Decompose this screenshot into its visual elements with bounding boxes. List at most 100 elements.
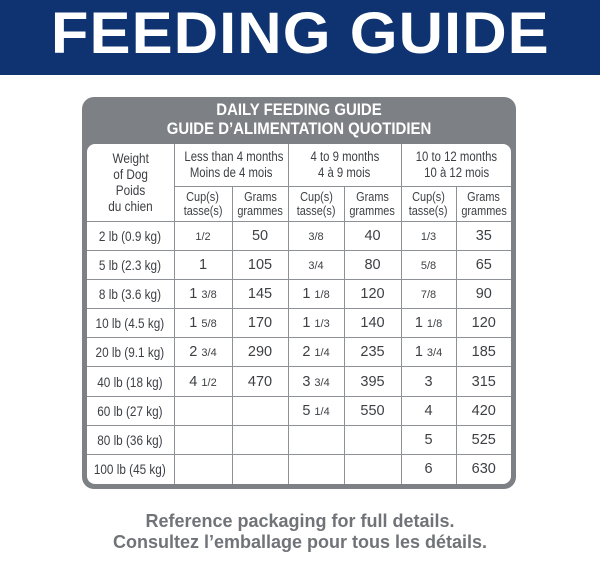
grams-cell: 630 — [455, 453, 511, 484]
cups-cell — [173, 395, 233, 426]
grams-unit-header-text: grammes — [237, 202, 283, 218]
cups-cell: 1 3/8 — [173, 278, 233, 310]
amount-whole: 3 — [424, 373, 433, 390]
table-row: 60 lb (27 kg) 5 1/4 550 4 420 — [87, 395, 511, 426]
cups-unit-header-text: tasse(s) — [296, 202, 336, 218]
card-header: DAILY FEEDING GUIDE GUIDE D’ALIMENTATION… — [82, 97, 516, 143]
amount-whole: 2 — [189, 344, 198, 361]
table-row: 5 lb (2.3 kg) 1 105 3/4 80 5/8 65 — [87, 249, 511, 280]
grams-cell — [231, 395, 289, 426]
grams-cell: 235 — [343, 337, 402, 368]
amount-whole: 525 — [471, 431, 496, 448]
age-group-label-fr: 10 à 12 mois — [423, 164, 489, 180]
amount-whole: 1 — [414, 344, 423, 361]
age-group-header: Less than 4 months Moins de 4 mois — [173, 144, 289, 187]
grams-unit-header: Grams grammes — [343, 185, 402, 222]
cups-unit-header-text: Cup(s) — [299, 188, 333, 204]
grams-cell — [231, 453, 289, 484]
table-row: 2 lb (0.9 kg) 1/2 50 3/8 40 1/3 35 — [87, 220, 511, 251]
cups-cell — [287, 424, 345, 456]
grams-cell — [343, 453, 402, 484]
table-row: 40 lb (18 kg) 4 1/2 470 3 3/4 395 3 315 — [87, 366, 511, 397]
age-header-row: Weight of Dog Poids du chien Less than 4 mon… — [87, 144, 511, 222]
amount-fraction: 1/4 — [314, 347, 330, 360]
amount-fraction: 1/4 — [314, 405, 330, 418]
card-body: Weight of Dog Poids du chien Less than 4 mon… — [87, 144, 511, 484]
cups-cell: 1 5/8 — [173, 308, 233, 339]
cups-cell: 5/8 — [400, 249, 457, 280]
amount-whole: 5 — [424, 431, 433, 448]
amount-fraction: 3/4 — [201, 347, 217, 360]
weight-value: 40 lb (18 kg) — [97, 373, 163, 390]
amount-whole: 140 — [360, 315, 385, 332]
cups-cell: 1 1/3 — [287, 308, 345, 339]
cups-cell: 1 3/4 — [400, 337, 457, 368]
amount-fraction: 5/8 — [201, 318, 217, 331]
grams-cell: 395 — [343, 366, 402, 397]
cups-cell: 4 1/2 — [173, 366, 233, 397]
cups-cell: 4 — [400, 395, 457, 426]
table-row: 20 lb (9.1 kg) 2 3/4 290 2 1/4 235 1 3/4 185 — [87, 337, 511, 368]
amount-fraction: 3/8 — [308, 230, 324, 243]
weight-cell: 2 lb (0.9 kg) — [87, 220, 175, 251]
weight-value: 100 lb (45 kg) — [94, 461, 167, 478]
footer-note-en: Reference packaging for full details. — [145, 511, 455, 531]
cups-unit-header-text: Cup(s) — [412, 188, 445, 204]
cups-cell: 3 3/4 — [287, 366, 345, 397]
grams-cell: 50 — [231, 220, 289, 251]
amount-whole: 2 — [302, 344, 311, 361]
table-row: 10 lb (4.5 kg) 1 5/8 170 1 1/3 140 1 1/8 120 — [87, 308, 511, 339]
weight-value: 5 lb (2.3 kg) — [99, 256, 162, 273]
amount-whole: 120 — [360, 285, 385, 302]
grams-cell — [231, 424, 289, 456]
grams-cell: 40 — [343, 220, 402, 251]
amount-fraction: 3/4 — [426, 347, 443, 360]
amount-whole: 50 — [251, 227, 269, 244]
weight-value: 8 lb (3.6 kg) — [99, 285, 162, 302]
cups-cell: 7/8 — [400, 278, 457, 310]
amount-whole: 5 — [302, 402, 311, 419]
table-row: 8 lb (3.6 kg) 1 3/8 145 1 1/8 120 7/8 90 — [87, 278, 511, 310]
grams-cell: 105 — [231, 249, 289, 280]
amount-whole: 290 — [247, 344, 273, 361]
amount-fraction: 5/8 — [420, 259, 437, 272]
amount-whole: 3 — [302, 373, 311, 390]
cups-unit-header-text: tasse(s) — [409, 202, 448, 218]
amount-whole: 145 — [247, 285, 273, 302]
age-group-label-en: 10 to 12 months — [415, 148, 497, 164]
amount-fraction: 1/8 — [426, 318, 443, 331]
weight-cell: 8 lb (3.6 kg) — [87, 278, 175, 310]
grams-cell: 470 — [231, 366, 289, 397]
weight-cell: 20 lb (9.1 kg) — [87, 337, 175, 368]
amount-whole: 1 — [302, 285, 311, 302]
weight-value: 2 lb (0.9 kg) — [99, 227, 162, 244]
grams-cell: 65 — [455, 249, 511, 280]
cups-cell: 3/4 — [287, 249, 345, 280]
header-banner: FEEDING GUIDE — [0, 0, 600, 75]
weight-cell: 10 lb (4.5 kg) — [87, 308, 175, 339]
cups-cell: 1 — [173, 249, 233, 280]
weight-value: 10 lb (4.5 kg) — [95, 315, 165, 332]
cups-cell — [287, 453, 345, 484]
amount-fraction: 1/8 — [314, 288, 330, 301]
grams-cell: 185 — [455, 337, 511, 368]
cups-cell: 5 1/4 — [287, 395, 345, 426]
cups-cell: 1 1/8 — [287, 278, 345, 310]
weight-cell: 40 lb (18 kg) — [87, 366, 175, 397]
amount-whole: 1 — [198, 256, 208, 273]
amount-whole: 1 — [302, 315, 311, 332]
cups-cell: 1/3 — [400, 220, 457, 251]
weight-value: 80 lb (36 kg) — [97, 431, 163, 448]
cups-unit-header-text: Cup(s) — [186, 188, 220, 204]
weight-header-text: du chien — [108, 198, 153, 215]
card-title-fr: GUIDE D’ALIMENTATION QUOTIDIEN — [166, 119, 432, 138]
weight-header-line: du chien — [87, 198, 173, 215]
grams-cell: 170 — [231, 308, 289, 339]
weight-header-text: Weight — [112, 150, 149, 167]
cups-unit-header: Cup(s) tasse(s) — [400, 185, 457, 222]
weight-header-line: of Dog — [87, 166, 173, 182]
amount-whole: 90 — [475, 285, 492, 302]
age-group-label-en: Less than 4 months — [183, 148, 283, 164]
weight-value: 20 lb (9.1 kg) — [95, 344, 165, 361]
table-row: 80 lb (36 kg) 5 525 — [87, 424, 511, 456]
